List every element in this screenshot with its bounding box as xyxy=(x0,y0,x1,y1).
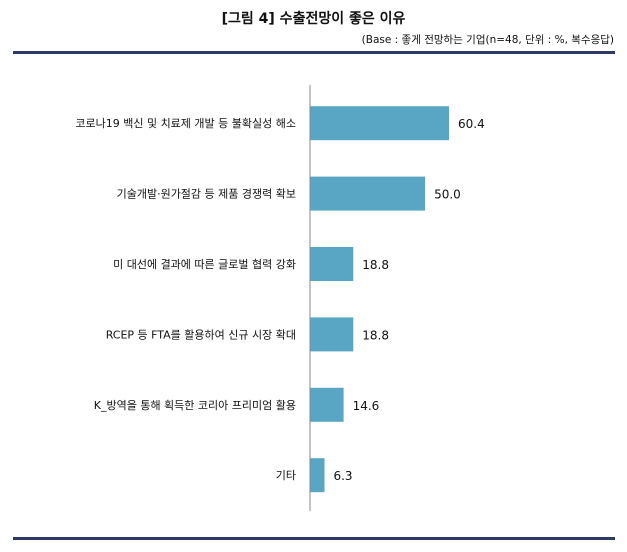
chart-subtitle: (Base : 좋게 전망하는 기업(n=48, 단위 : %, 복수응답) xyxy=(361,34,614,46)
value-label: 18.8 xyxy=(362,328,389,342)
bar xyxy=(310,458,325,493)
bar xyxy=(310,387,344,422)
bar xyxy=(310,176,426,211)
bottom-rule xyxy=(13,537,615,540)
value-label: 60.4 xyxy=(458,117,485,131)
top-rule xyxy=(13,51,615,54)
category-label: 미 대선에 결과에 따른 글로벌 협력 강화 xyxy=(113,258,296,271)
value-label: 50.0 xyxy=(434,188,461,202)
value-label: 6.3 xyxy=(333,469,352,483)
category-label: RCEP 등 FTA를 활용하여 신규 시장 확대 xyxy=(106,327,296,341)
value-label: 18.8 xyxy=(362,258,389,272)
category-label: 코로나19 백신 및 치료제 개발 등 불확실성 해소 xyxy=(75,116,296,130)
category-label: K_방역을 통해 획득한 코리아 프리미엄 활용 xyxy=(94,398,296,412)
category-label: 기술개발·원가절감 등 제품 경쟁력 확보 xyxy=(117,188,296,201)
bar xyxy=(310,317,354,352)
bar xyxy=(310,247,354,281)
bar xyxy=(310,106,449,141)
value-label: 14.6 xyxy=(353,399,380,413)
chart-title: [그림 4] 수출전망이 좋은 이유 xyxy=(221,11,406,27)
category-label: 기타 xyxy=(276,469,296,482)
